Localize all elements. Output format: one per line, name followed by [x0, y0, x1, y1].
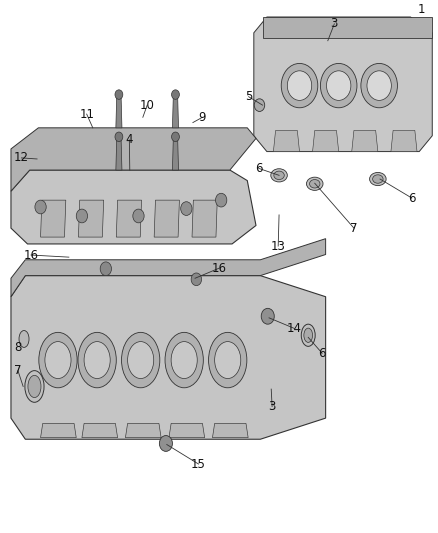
Ellipse shape	[45, 342, 71, 378]
Circle shape	[215, 193, 227, 207]
Polygon shape	[11, 170, 256, 244]
Polygon shape	[313, 131, 339, 151]
Ellipse shape	[310, 180, 320, 188]
Text: 1: 1	[417, 3, 425, 15]
Text: 5: 5	[245, 90, 252, 103]
Text: 12: 12	[14, 151, 29, 164]
Circle shape	[367, 71, 391, 100]
Circle shape	[321, 63, 357, 108]
Polygon shape	[116, 139, 122, 170]
Text: 10: 10	[140, 99, 155, 111]
Text: 15: 15	[191, 457, 206, 471]
Ellipse shape	[121, 333, 160, 388]
Circle shape	[191, 273, 201, 286]
Circle shape	[361, 63, 397, 108]
Polygon shape	[154, 200, 180, 237]
Circle shape	[159, 435, 173, 451]
Polygon shape	[82, 423, 117, 438]
Text: 3: 3	[268, 400, 276, 413]
Polygon shape	[78, 200, 104, 237]
Circle shape	[133, 209, 144, 223]
Ellipse shape	[171, 342, 197, 378]
Circle shape	[281, 63, 318, 108]
Text: 8: 8	[14, 342, 21, 354]
Polygon shape	[169, 423, 205, 438]
Circle shape	[254, 99, 265, 111]
Ellipse shape	[28, 375, 41, 398]
Ellipse shape	[301, 324, 315, 346]
Ellipse shape	[307, 177, 323, 190]
Polygon shape	[262, 17, 432, 38]
Ellipse shape	[165, 333, 203, 388]
Text: 13: 13	[271, 239, 286, 253]
Circle shape	[261, 309, 274, 324]
Text: 3: 3	[331, 18, 338, 30]
Text: 4: 4	[126, 133, 133, 147]
Polygon shape	[254, 17, 432, 151]
Text: 16: 16	[212, 262, 226, 274]
Polygon shape	[352, 131, 378, 151]
Ellipse shape	[304, 328, 313, 342]
Circle shape	[181, 201, 192, 215]
Ellipse shape	[39, 333, 77, 388]
Polygon shape	[41, 200, 66, 237]
Text: 16: 16	[24, 248, 39, 262]
Ellipse shape	[78, 333, 116, 388]
Text: 6: 6	[408, 191, 416, 205]
Circle shape	[115, 132, 123, 142]
Ellipse shape	[373, 175, 383, 183]
Circle shape	[115, 90, 123, 99]
Text: 11: 11	[79, 108, 94, 120]
Ellipse shape	[215, 342, 241, 378]
Circle shape	[287, 71, 312, 100]
Polygon shape	[273, 131, 300, 151]
Polygon shape	[173, 139, 179, 170]
Circle shape	[326, 71, 351, 100]
Polygon shape	[116, 200, 141, 237]
Text: 14: 14	[287, 322, 302, 335]
Ellipse shape	[25, 370, 44, 402]
Ellipse shape	[84, 342, 110, 378]
Polygon shape	[11, 276, 325, 439]
Text: 7: 7	[14, 364, 21, 377]
Polygon shape	[173, 96, 179, 128]
Circle shape	[35, 200, 46, 214]
Polygon shape	[11, 239, 325, 297]
Polygon shape	[192, 200, 217, 237]
Circle shape	[172, 90, 180, 99]
Polygon shape	[41, 423, 76, 438]
Ellipse shape	[19, 330, 29, 348]
Ellipse shape	[274, 171, 284, 180]
Polygon shape	[212, 423, 248, 438]
Polygon shape	[125, 423, 161, 438]
Circle shape	[100, 262, 112, 276]
Polygon shape	[116, 96, 122, 128]
Circle shape	[172, 132, 180, 142]
Polygon shape	[391, 131, 417, 151]
Ellipse shape	[370, 172, 386, 185]
Text: 6: 6	[318, 346, 326, 360]
Circle shape	[76, 209, 88, 223]
Text: 6: 6	[255, 162, 263, 175]
Text: 9: 9	[199, 111, 206, 124]
Text: 7: 7	[350, 222, 358, 235]
Polygon shape	[11, 128, 256, 191]
Ellipse shape	[208, 333, 247, 388]
Ellipse shape	[127, 342, 154, 378]
Ellipse shape	[271, 169, 287, 182]
